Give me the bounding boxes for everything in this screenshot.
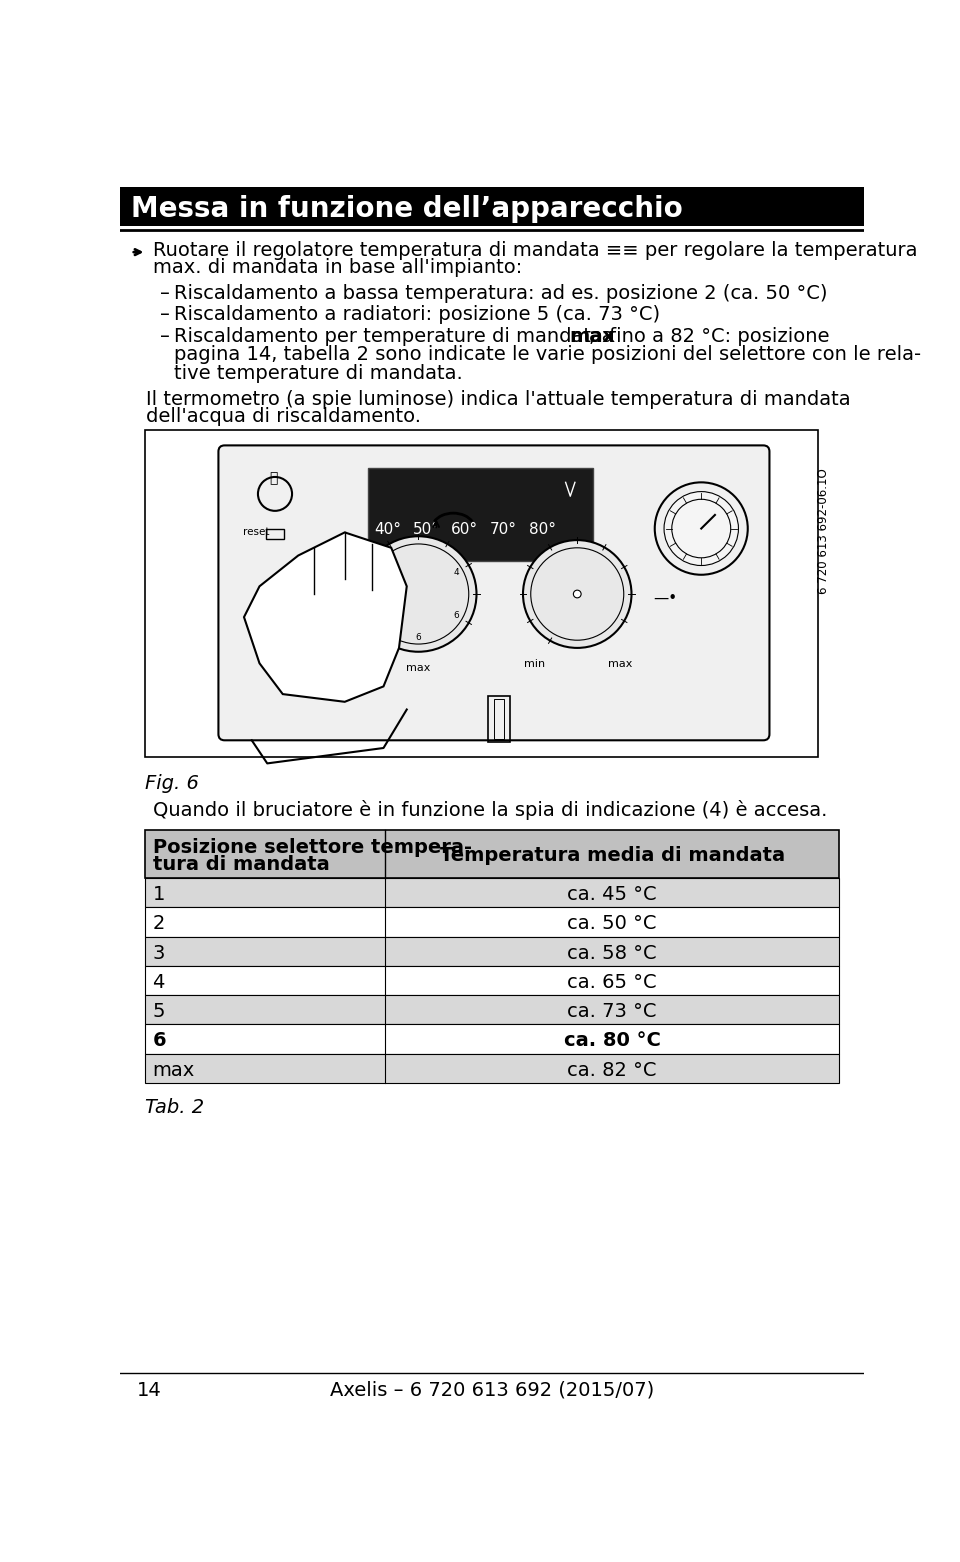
Text: 3: 3	[153, 943, 165, 962]
Text: min: min	[524, 659, 545, 669]
Text: 6 720 613 692-06.1O: 6 720 613 692-06.1O	[817, 469, 830, 594]
Bar	[267, 528, 283, 539]
Text: 6: 6	[416, 633, 421, 642]
Text: pagina 14, tabella 2 sono indicate le varie posizioni del selettore con le rela-: pagina 14, tabella 2 sono indicate le va…	[175, 345, 922, 364]
Text: 50°: 50°	[413, 522, 440, 537]
Circle shape	[360, 536, 476, 651]
Text: 40°: 40°	[373, 522, 401, 537]
Text: max: max	[406, 662, 431, 673]
Text: 4: 4	[377, 567, 383, 576]
Text: 4: 4	[153, 973, 165, 992]
Text: 60°: 60°	[451, 522, 478, 537]
Text: Riscaldamento a radiatori: posizione 5 (ca. 73 °C): Riscaldamento a radiatori: posizione 5 (…	[175, 305, 660, 325]
Text: Axelis – 6 720 613 692 (2015/07): Axelis – 6 720 613 692 (2015/07)	[330, 1381, 654, 1400]
Text: ≡: ≡	[267, 601, 288, 625]
Bar	[145, 1054, 839, 1082]
Text: Posizione selettore tempera-: Posizione selettore tempera-	[153, 839, 471, 858]
Text: ca. 58 °C: ca. 58 °C	[567, 943, 657, 962]
Circle shape	[664, 492, 738, 565]
Text: Fig. 6: Fig. 6	[145, 775, 199, 793]
Bar	[145, 965, 839, 995]
Bar	[488, 695, 510, 742]
Text: 70°: 70°	[491, 522, 517, 537]
Text: 1: 1	[153, 886, 165, 904]
Text: ca. 80 °C: ca. 80 °C	[564, 1031, 660, 1050]
Bar	[145, 1025, 839, 1054]
Text: ; a: ; a	[589, 326, 613, 345]
Bar	[120, 187, 864, 226]
Text: Quando il bruciatore è in funzione la spia di indicazione (4) è accesa.: Quando il bruciatore è in funzione la sp…	[153, 800, 827, 820]
Text: ca. 73 °C: ca. 73 °C	[567, 1003, 657, 1022]
Text: –: –	[160, 305, 170, 325]
Circle shape	[655, 483, 748, 575]
Text: Il termometro (a spie luminose) indica l'attuale temperatura di mandata: Il termometro (a spie luminose) indica l…	[146, 390, 851, 409]
Text: reset: reset	[243, 526, 270, 537]
Text: tive temperature di mandata.: tive temperature di mandata.	[175, 364, 463, 383]
Text: Messa in funzione dell’apparecchio: Messa in funzione dell’apparecchio	[131, 195, 683, 223]
Text: dell'acqua di riscaldamento.: dell'acqua di riscaldamento.	[146, 406, 421, 426]
Text: max: max	[569, 326, 615, 345]
Bar	[145, 831, 839, 878]
Text: –: –	[160, 326, 170, 345]
Bar	[145, 878, 839, 908]
Text: 2: 2	[153, 914, 165, 934]
Text: ca. 45 °C: ca. 45 °C	[567, 886, 657, 904]
Text: 5: 5	[153, 1003, 165, 1022]
Bar	[145, 995, 839, 1025]
Bar	[494, 698, 504, 739]
Circle shape	[523, 540, 632, 648]
Text: 5: 5	[377, 611, 383, 620]
Text: –: –	[160, 284, 170, 303]
Text: 14: 14	[137, 1381, 162, 1400]
Text: max: max	[153, 1061, 195, 1079]
Text: 80°: 80°	[529, 522, 556, 537]
Circle shape	[573, 590, 581, 598]
Text: Tab. 2: Tab. 2	[145, 1098, 204, 1117]
Text: 4: 4	[454, 567, 460, 576]
FancyBboxPatch shape	[219, 445, 770, 740]
Text: ca. 65 °C: ca. 65 °C	[567, 973, 657, 992]
Text: tura di mandata: tura di mandata	[153, 854, 329, 875]
Polygon shape	[244, 533, 407, 701]
Text: ⏻: ⏻	[269, 470, 277, 484]
Text: Riscaldamento a bassa temperatura: ad es. posizione 2 (ca. 50 °C): Riscaldamento a bassa temperatura: ad es…	[175, 284, 828, 303]
Text: ca. 50 °C: ca. 50 °C	[567, 914, 657, 934]
Bar	[368, 469, 592, 561]
Text: Ruotare il regolatore temperatura di mandata ≡≡ per regolare la temperatura: Ruotare il regolatore temperatura di man…	[153, 242, 917, 261]
Text: —•: —•	[653, 590, 678, 606]
Text: Temperatura media di mandata: Temperatura media di mandata	[440, 845, 784, 865]
Text: 6: 6	[454, 611, 460, 620]
Bar	[145, 908, 839, 937]
Text: ca. 82 °C: ca. 82 °C	[567, 1061, 657, 1079]
Bar	[145, 937, 839, 965]
Text: Riscaldamento per temperature di mandata fino a 82 °C: posizione: Riscaldamento per temperature di mandata…	[175, 326, 836, 345]
Text: max: max	[608, 659, 632, 669]
Text: max. di mandata in base all'impianto:: max. di mandata in base all'impianto:	[153, 258, 522, 278]
Text: 6: 6	[153, 1031, 166, 1050]
Bar	[145, 430, 818, 758]
